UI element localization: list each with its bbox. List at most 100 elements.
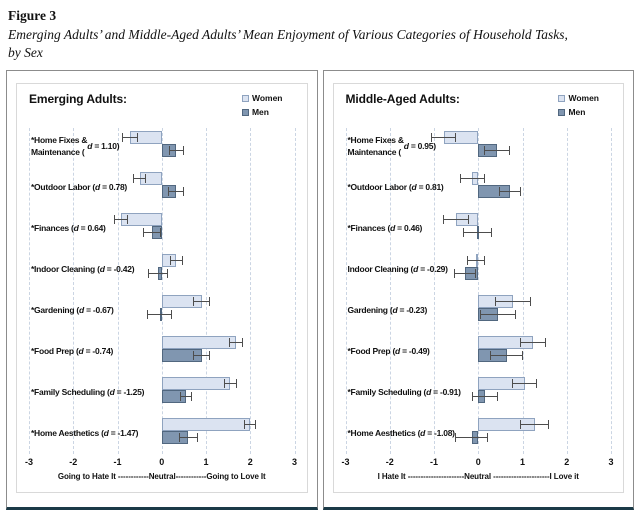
error-bar-men xyxy=(480,310,517,320)
category-label: *Gardening (d = -0.67) xyxy=(31,304,114,315)
error-cap-left xyxy=(453,269,455,279)
error-bar-women xyxy=(520,420,550,430)
legend: Women Men xyxy=(558,92,611,117)
gridline xyxy=(566,128,568,455)
error-cap-right xyxy=(487,433,489,443)
error-bar-men xyxy=(178,433,199,443)
figure-header: Figure 3 Emerging Adults’ and Middle-Age… xyxy=(6,8,634,61)
category-label: *Outdoor Labor (d = 0.81) xyxy=(347,181,444,192)
error-cap-right xyxy=(522,351,524,361)
x-tick-label: 0 xyxy=(159,457,165,468)
error-bar-women xyxy=(512,379,538,389)
category-row: *Finances (d = 0.64) xyxy=(29,208,295,249)
gridline xyxy=(161,128,163,455)
error-bar-men xyxy=(471,392,499,402)
gridline xyxy=(206,128,207,455)
gridline xyxy=(29,128,30,455)
x-tick-label: -3 xyxy=(24,457,34,468)
error-cap-right xyxy=(497,392,499,402)
error-cap-left xyxy=(179,392,181,402)
bar-women xyxy=(161,336,237,350)
category-label: *Outdoor Labor (d = 0.78) xyxy=(31,181,128,192)
x-axis-ticks: -3 -2 -1 0 1 2 3 xyxy=(25,457,297,472)
error-cap-right xyxy=(144,174,146,184)
bar-women xyxy=(161,377,231,391)
error-cap-right xyxy=(242,338,244,348)
x-tick-label: 2 xyxy=(247,457,253,468)
error-bar-men xyxy=(454,433,489,443)
x-tick-label: 2 xyxy=(564,457,570,468)
error-bar-women xyxy=(467,256,485,266)
category-label: *Home Fixes & Maintenance (d = 1.10) xyxy=(31,135,120,157)
gridline xyxy=(478,128,480,455)
error-bar-men xyxy=(483,146,511,156)
category-label: *Finances (d = 0.64) xyxy=(31,222,106,233)
error-cap-left xyxy=(442,215,444,225)
error-cap-right xyxy=(519,187,521,197)
error-bar-men xyxy=(143,228,161,238)
gridline xyxy=(434,128,435,455)
chart-area-middle-aged-adults: Middle-Aged Adults: Women Men *Home Fixes &… xyxy=(332,83,624,494)
error-cap-right xyxy=(455,133,457,143)
error-cap-right xyxy=(170,310,172,320)
chart-panel-emerging-adults: Emerging Adults: Women Men *Home Fixes & Mai… xyxy=(6,70,318,511)
x-tick-label: 1 xyxy=(519,457,526,468)
error-bar-women xyxy=(244,420,256,430)
error-cap-right xyxy=(475,269,477,279)
error-bar-men xyxy=(463,228,492,238)
category-row: *Family Scheduling (d = -1.25) xyxy=(29,372,295,413)
legend-item-women: Women xyxy=(558,93,599,103)
chart-header: Middle-Aged Adults: Women Men xyxy=(346,92,612,126)
error-bar-men xyxy=(168,187,185,197)
error-cap-right xyxy=(209,297,211,307)
x-tick-label: -3 xyxy=(341,457,350,468)
error-bar-women xyxy=(113,215,129,225)
error-bar-men xyxy=(453,269,477,279)
error-cap-left xyxy=(244,420,246,430)
panel-title: Middle-Aged Adults: xyxy=(345,92,460,107)
error-cap-left xyxy=(471,392,473,402)
error-cap-right xyxy=(483,174,485,184)
error-bar-women xyxy=(442,215,470,225)
plot-area: *Home Fixes & Maintenance (d = 1.10) *Outd… xyxy=(29,126,296,455)
category-label: *Family Scheduling (d = -1.25) xyxy=(31,386,145,397)
category-row: *Home Fixes & Maintenance (d = 1.10) xyxy=(29,126,295,167)
panel-title: Emerging Adults: xyxy=(29,92,127,107)
error-cap-right xyxy=(545,338,547,348)
category-row: *Home Fixes & Maintenance (d = 0.95) xyxy=(346,126,612,167)
legend-label-men: Men xyxy=(251,107,269,118)
x-tick-label: -1 xyxy=(113,457,122,468)
x-tick-label: -2 xyxy=(69,457,78,468)
category-label: Gardening (d = -0.23) xyxy=(347,304,428,315)
error-bar-women xyxy=(495,297,532,307)
category-row: *Indoor Cleaning (d = -0.42) xyxy=(29,249,295,290)
x-tick-label: 3 xyxy=(608,457,614,468)
category-row: *Family Scheduling (d = -0.91) xyxy=(346,372,612,413)
gridline xyxy=(522,128,524,455)
x-tick-label: -2 xyxy=(385,457,394,468)
category-label: Indoor Cleaning (d = -0.29) xyxy=(347,263,449,274)
chart-panels: Emerging Adults: Women Men *Home Fixes & Mai… xyxy=(6,70,634,511)
category-label: *Family Scheduling (d = -0.91) xyxy=(347,386,461,397)
category-label: *Food Prep (d = -0.74) xyxy=(31,345,114,356)
x-tick-label: -1 xyxy=(429,457,439,468)
error-bar-women xyxy=(169,256,183,266)
gridline xyxy=(345,128,347,455)
error-cap-right xyxy=(181,256,183,266)
error-cap-left xyxy=(499,187,501,197)
error-bar-men xyxy=(489,351,524,361)
error-cap-right xyxy=(183,187,185,197)
error-cap-right xyxy=(254,420,256,430)
category-label: *Finances (d = 0.46) xyxy=(347,222,423,233)
category-row: *Outdoor Labor (d = 0.78) xyxy=(29,167,295,208)
x-tick-label: 1 xyxy=(203,457,209,468)
figure-title: Emerging Adults’ and Middle-Aged Adults’… xyxy=(8,26,634,61)
error-bar-women xyxy=(192,297,211,307)
error-cap-right xyxy=(191,392,193,402)
error-cap-left xyxy=(512,379,514,389)
error-cap-right xyxy=(483,256,485,266)
error-cap-left xyxy=(460,174,462,184)
error-cap-right xyxy=(490,228,492,238)
category-row: *Food Prep (d = -0.49) xyxy=(346,331,612,372)
legend-item-men: Men xyxy=(558,107,599,117)
